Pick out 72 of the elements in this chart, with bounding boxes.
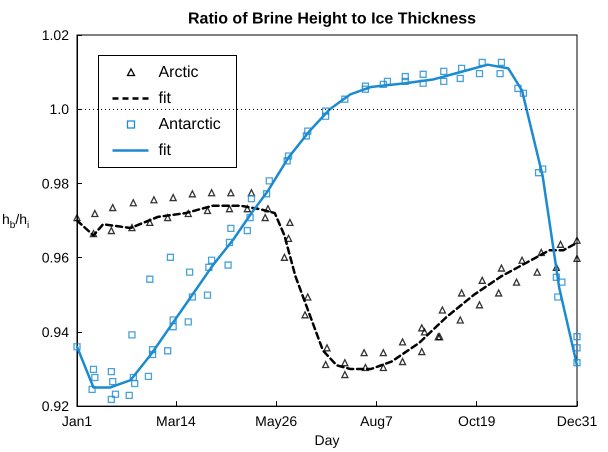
y-tick-label: 0.94 — [42, 324, 70, 340]
x-tick-label: Jan1 — [62, 413, 92, 430]
point — [518, 256, 526, 264]
point — [262, 214, 269, 222]
point — [380, 364, 387, 372]
point — [498, 264, 506, 272]
point — [244, 205, 251, 212]
point — [248, 189, 256, 196]
point — [170, 194, 177, 202]
point — [109, 204, 116, 212]
legend-label: fit — [158, 142, 172, 159]
point — [146, 218, 154, 226]
point — [284, 234, 292, 242]
y-tick-label: 1.02 — [42, 27, 70, 43]
point — [341, 359, 349, 366]
point — [227, 189, 234, 196]
point — [552, 264, 560, 271]
point — [418, 348, 426, 356]
point — [341, 370, 349, 378]
legend-label: Antarctic — [158, 116, 221, 133]
point — [128, 224, 136, 232]
point — [556, 240, 564, 248]
x-tick-label: May26 — [255, 413, 298, 430]
chart-title: Ratio of Brine Height to Ice Thickness — [188, 10, 476, 28]
legend-label: Arctic — [158, 64, 198, 81]
point — [188, 190, 196, 198]
y-tick-label: 0.98 — [42, 175, 70, 192]
point — [280, 254, 288, 261]
point — [456, 316, 464, 324]
x-tick-label: Dec31 — [556, 413, 598, 430]
point — [362, 364, 370, 372]
y-tick-label: 0.92 — [42, 398, 70, 414]
x-tick-label: Oct19 — [458, 413, 496, 430]
point — [304, 293, 312, 301]
y-axis-title: h$_{b}$/h$_{i}$ — [2, 211, 30, 231]
point — [478, 276, 486, 284]
point — [208, 189, 216, 196]
point — [458, 289, 466, 297]
x-axis-title: Day — [314, 432, 340, 448]
point — [226, 205, 234, 212]
point — [322, 360, 330, 368]
point — [512, 278, 520, 286]
point — [495, 289, 502, 297]
point — [91, 210, 99, 218]
point — [538, 248, 545, 256]
point — [476, 301, 484, 308]
point — [164, 214, 172, 222]
legend-label: fit — [158, 90, 172, 107]
point — [418, 324, 426, 332]
point — [286, 218, 294, 226]
point — [130, 199, 137, 206]
point — [301, 311, 309, 318]
point — [420, 328, 428, 336]
point — [184, 210, 192, 218]
point — [398, 358, 406, 366]
point — [438, 306, 446, 314]
point — [90, 230, 98, 238]
point — [534, 268, 541, 276]
x-tick-label: Aug7 — [360, 413, 394, 430]
point — [398, 338, 406, 346]
point — [108, 226, 115, 234]
point — [323, 344, 331, 352]
point — [73, 214, 81, 222]
point — [264, 205, 272, 212]
point — [573, 254, 581, 262]
y-tick-label: 0.96 — [42, 250, 70, 266]
point — [360, 349, 368, 356]
point — [573, 236, 581, 244]
point — [150, 196, 158, 204]
point — [380, 349, 387, 356]
x-tick-label: Mar14 — [156, 413, 196, 430]
y-tick-label: 1.0 — [50, 101, 70, 118]
